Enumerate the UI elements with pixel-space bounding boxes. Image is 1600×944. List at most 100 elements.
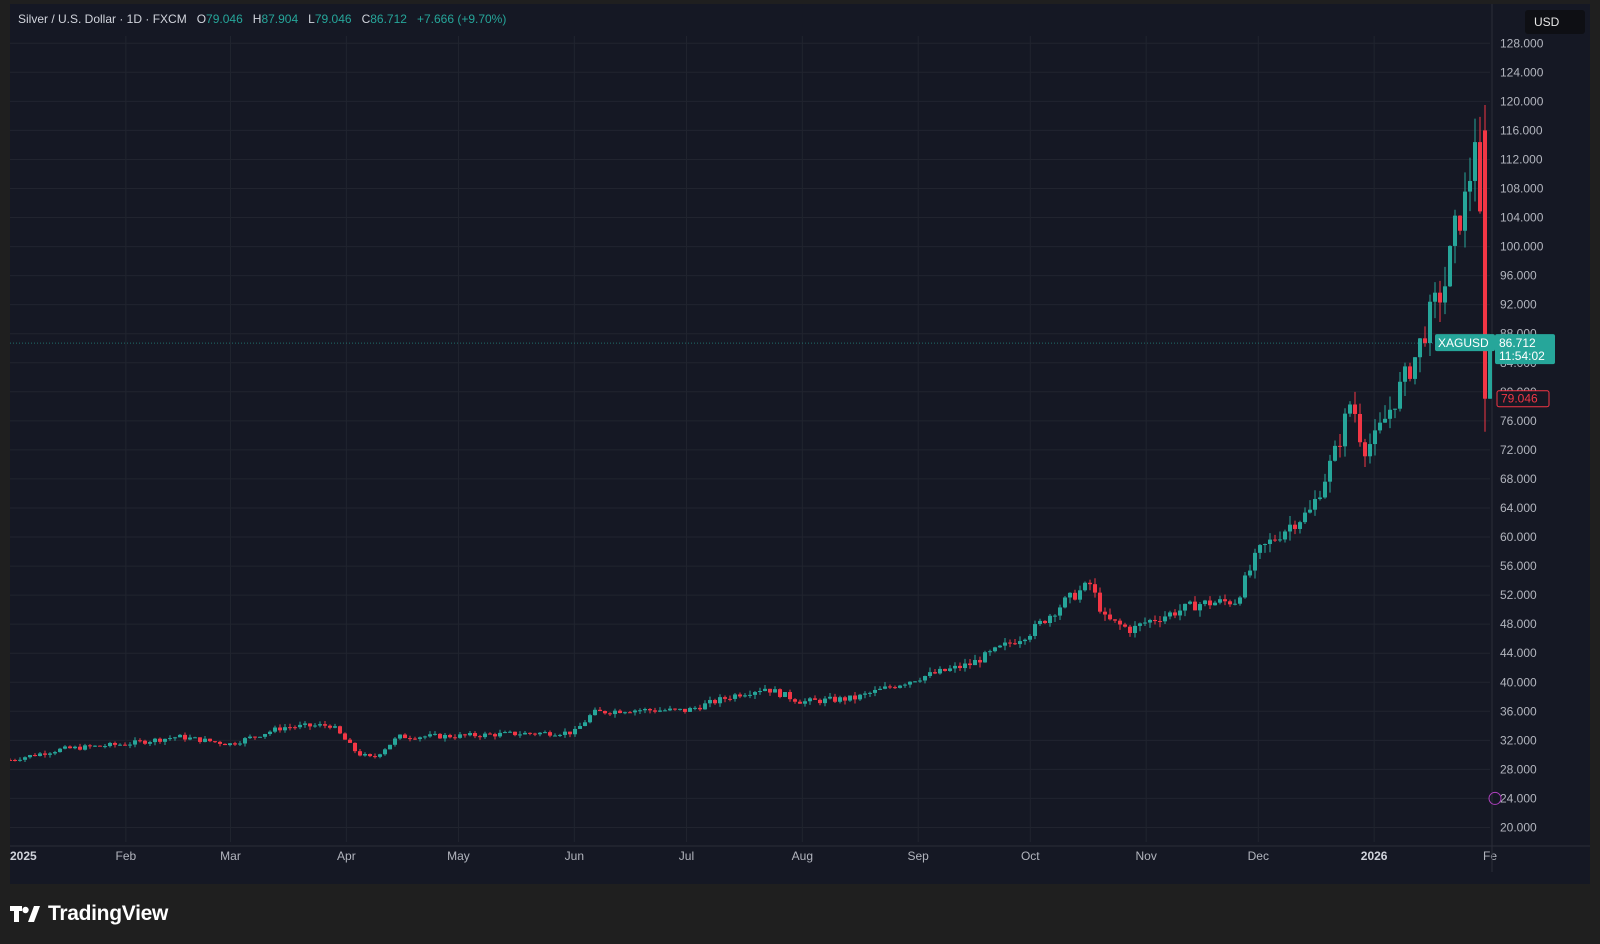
candle-body[interactable] [1458,215,1462,231]
candle-body[interactable] [653,710,657,712]
candle-body[interactable] [473,733,477,737]
candle-body[interactable] [988,651,992,653]
candle-body[interactable] [1153,619,1157,622]
candle-body[interactable] [1358,413,1362,443]
candle-body[interactable] [238,743,242,745]
candle-body[interactable] [1463,191,1467,231]
candle-body[interactable] [228,743,232,746]
candle-body[interactable] [1423,338,1427,344]
candle-body[interactable] [538,732,542,735]
candle-body[interactable] [1483,130,1487,399]
candle-body[interactable] [1333,445,1337,461]
candle-body[interactable] [468,733,472,736]
candle-body[interactable] [743,695,747,697]
candle-body[interactable] [1428,301,1432,344]
candle-body[interactable] [273,727,277,732]
candle-body[interactable] [1098,592,1102,612]
candle-body[interactable] [1473,142,1477,181]
candlestick-chart[interactable]: 20.000 24.000 28.000 32.000 36.000 40.000 44.0… [10,4,1590,884]
candle-body[interactable] [1048,615,1052,624]
candle-body[interactable] [938,668,942,674]
candle-body[interactable] [1418,338,1422,358]
candle-body[interactable] [73,746,77,749]
candle-body[interactable] [353,742,357,752]
candle-body[interactable] [418,737,422,740]
candle-body[interactable] [363,754,367,756]
candle-body[interactable] [973,659,977,666]
candle-body[interactable] [138,740,142,742]
candle-body[interactable] [1243,575,1247,598]
candle-body[interactable] [1013,643,1017,645]
candle-body[interactable] [223,743,227,746]
candle-body[interactable] [368,754,372,757]
candle-body[interactable] [438,733,442,739]
candle-body[interactable] [808,698,812,702]
candle-body[interactable] [123,744,127,746]
candle-body[interactable] [213,741,217,743]
alert-marker-icon[interactable] [1488,791,1502,805]
candle-body[interactable] [1033,624,1037,636]
candle-body[interactable] [1443,286,1447,303]
candle-body[interactable] [1283,531,1287,540]
candle-body[interactable] [813,698,817,700]
candle-body[interactable] [1383,418,1387,423]
candle-body[interactable] [218,741,222,744]
candle-body[interactable] [718,697,722,704]
candle-body[interactable] [118,744,122,746]
candle-body[interactable] [568,731,572,735]
candle-body[interactable] [498,732,502,737]
candle-body[interactable] [78,746,82,750]
candle-body[interactable] [903,684,907,686]
candle-body[interactable] [338,726,342,734]
candle-body[interactable] [833,696,837,702]
candle-body[interactable] [1433,292,1437,302]
candle-body[interactable] [58,748,62,753]
candle-body[interactable] [1303,512,1307,523]
candle-body[interactable] [728,698,732,700]
candle-body[interactable] [623,712,627,714]
candle-body[interactable] [943,668,947,671]
candle-body[interactable] [658,710,662,712]
candle-body[interactable] [508,731,512,733]
candle-body[interactable] [1413,357,1417,379]
candle-body[interactable] [1278,539,1282,541]
chart-panel[interactable]: 20.000 24.000 28.000 32.000 36.000 40.000 44.0… [10,4,1590,884]
candle-body[interactable] [1338,445,1342,447]
candle-body[interactable] [503,732,507,734]
candle-body[interactable] [958,665,962,669]
candle-body[interactable] [1073,592,1077,600]
candle-body[interactable] [423,736,427,738]
candle-body[interactable] [1113,619,1117,621]
candle-body[interactable] [1448,245,1452,287]
candle-body[interactable] [1183,603,1187,611]
candle-body[interactable] [993,647,997,652]
candle-body[interactable] [578,726,582,729]
candle-body[interactable] [158,738,162,742]
candle-body[interactable] [1453,215,1457,246]
candle-body[interactable] [188,737,192,740]
candle-body[interactable] [1163,616,1167,622]
candle-body[interactable] [1273,539,1277,541]
candle-body[interactable] [573,728,577,735]
candle-body[interactable] [643,708,647,711]
candle-body[interactable] [883,686,887,689]
candle-body[interactable] [433,733,437,735]
candle-body[interactable] [313,725,317,727]
candle-body[interactable] [1078,590,1082,600]
candle-body[interactable] [373,756,377,758]
candle-body[interactable] [293,727,297,729]
candle-body[interactable] [318,724,322,726]
candle-body[interactable] [593,709,597,716]
candle-body[interactable] [1003,642,1007,646]
candle-body[interactable] [128,744,132,746]
candle-body[interactable] [488,733,492,735]
candle-body[interactable] [558,734,562,736]
candle-body[interactable] [1368,444,1372,457]
candle-body[interactable] [723,697,727,699]
candle-body[interactable] [788,692,792,700]
candle-body[interactable] [453,737,457,739]
candle-body[interactable] [913,681,917,683]
candle-body[interactable] [28,755,32,758]
candle-body[interactable] [198,737,202,742]
candle-body[interactable] [328,725,332,728]
